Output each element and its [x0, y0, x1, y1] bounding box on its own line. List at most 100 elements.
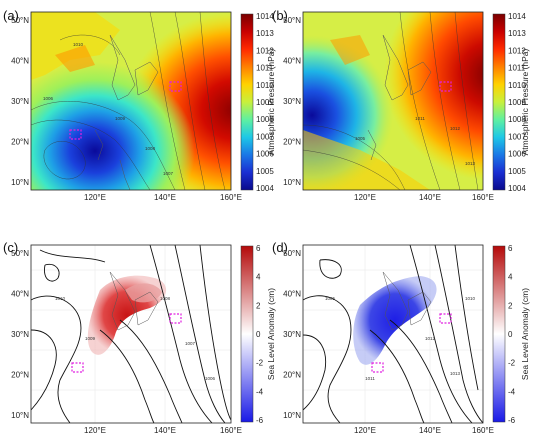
colorbar-tick-b: 1004: [508, 184, 526, 193]
lat-tick-b: 10°N: [283, 178, 301, 187]
lat-tick-b: 30°N: [283, 97, 301, 106]
colorbar-tick-b: 1012: [508, 46, 526, 55]
contour-label: 1013: [450, 371, 461, 376]
colorbar-tick-c: 0: [256, 330, 261, 339]
panel-label-b: (b): [272, 8, 288, 23]
contour-label: 1007: [185, 341, 196, 346]
lat-tick-d: 10°N: [283, 411, 301, 420]
colorbar-tick-c: -2: [256, 359, 264, 368]
contour-label: 1008: [145, 146, 156, 151]
colorbar-tick-b: 1011: [508, 64, 526, 73]
colorbar-tick-d: -4: [508, 387, 516, 396]
panel-label-c: (c): [3, 240, 18, 255]
colorbar-tick-a: 1009: [256, 98, 274, 107]
colorbar-tick-c: 2: [256, 301, 261, 310]
panel-a: [30, 11, 232, 191]
colorbar-tick-d: 6: [508, 244, 513, 253]
lat-tick-c: 10°N: [11, 411, 29, 420]
colorbar-tick-a: 1005: [256, 167, 274, 176]
colorbar-tick-b: 1005: [508, 167, 526, 176]
colorbar-tick-a: 1008: [256, 115, 274, 124]
colorbar-tick-d: 0: [508, 330, 513, 339]
lon-tick-d: 120°E: [354, 426, 376, 435]
colorbar-tick-a: 1013: [256, 29, 274, 38]
colorbar-title-b: Atmospheric Pressure (hPa): [520, 48, 530, 155]
lat-tick-a: 30°N: [11, 97, 29, 106]
colorbar-tick-b: 1013: [508, 29, 526, 38]
colorbar-tick-b: 1009: [508, 98, 526, 107]
colorbar-tick-d: 2: [508, 301, 513, 310]
lon-tick-b: 120°E: [354, 193, 376, 202]
colorbar-tick-d: -6: [508, 416, 516, 425]
contour-label: 1005: [325, 296, 336, 301]
colorbar-tick-a: 1006: [256, 150, 274, 159]
lon-tick-d: 140°E: [419, 426, 441, 435]
contour-label: 1012: [425, 336, 436, 341]
lat-tick-c: 50°N: [11, 249, 29, 258]
lon-tick-d: 160°E: [472, 426, 494, 435]
contour-label: 1006: [43, 96, 54, 101]
lon-tick-a: 140°E: [154, 193, 176, 202]
colorbar-tick-b: 1006: [508, 150, 526, 159]
colorbar-tick-a: 1007: [256, 132, 274, 141]
colorbar-title-c: Sea Level Anomaly (cm): [266, 288, 276, 380]
lat-tick-c: 20°N: [11, 371, 29, 380]
lat-tick-d: 50°N: [283, 249, 301, 258]
contour-label: 1011: [415, 116, 425, 121]
contour-label: 1010: [55, 296, 66, 301]
colorbar-tick-b: 1014: [508, 12, 526, 21]
lon-tick-c: 160°E: [220, 426, 242, 435]
contour-label: 1010: [73, 42, 84, 47]
panel-d: [302, 244, 484, 424]
panel-label-d: (d): [272, 240, 288, 255]
pressure-colorbar-b: [492, 13, 506, 191]
colorbar-tick-d: 4: [508, 273, 513, 282]
lon-tick-a: 120°E: [84, 193, 106, 202]
lat-tick-b: 50°N: [283, 16, 301, 25]
contour-label: 1006: [205, 376, 216, 381]
colorbar-tick-c: 4: [256, 273, 261, 282]
colorbar-tick-c: -6: [256, 416, 264, 425]
panel-b: [302, 11, 484, 191]
panel-c: [30, 244, 232, 424]
lat-tick-b: 40°N: [283, 57, 301, 66]
lat-tick-a: 20°N: [11, 138, 29, 147]
contour-label: 1013: [465, 161, 476, 166]
lat-tick-d: 30°N: [283, 330, 301, 339]
lat-tick-d: 20°N: [283, 371, 301, 380]
colorbar-tick-b: 1010: [508, 81, 526, 90]
lon-tick-b: 140°E: [419, 193, 441, 202]
colorbar-title-a: Atmospheric Pressure (hPa): [266, 48, 276, 155]
colorbar-tick-b: 1008: [508, 115, 526, 124]
colorbar-tick-a: 1011: [256, 64, 274, 73]
lat-tick-a: 40°N: [11, 57, 29, 66]
lon-tick-b: 160°E: [472, 193, 494, 202]
colorbar-tick-a: 1014: [256, 12, 274, 21]
lon-tick-a: 160°E: [220, 193, 242, 202]
contour-label: 1008: [160, 296, 171, 301]
panel-label-a: (a): [3, 8, 19, 23]
colorbar-tick-c: 6: [256, 244, 261, 253]
contour-label: 1007: [163, 171, 174, 176]
lon-tick-c: 140°E: [154, 426, 176, 435]
lon-tick-c: 120°E: [84, 426, 106, 435]
lat-tick-a: 50°N: [11, 16, 29, 25]
lat-tick-a: 10°N: [11, 178, 29, 187]
pressure-colorbar-a: [240, 13, 254, 191]
lat-tick-c: 40°N: [11, 290, 29, 299]
sla-colorbar-d: [492, 245, 506, 423]
colorbar-tick-b: 1007: [508, 132, 526, 141]
colorbar-tick-c: -4: [256, 387, 264, 396]
sla-colorbar-c: [240, 245, 254, 423]
lat-tick-b: 20°N: [283, 138, 301, 147]
colorbar-title-d: Sea Level Anomaly (cm): [520, 288, 530, 380]
colorbar-tick-d: -2: [508, 359, 516, 368]
colorbar-tick-a: 1012: [256, 46, 274, 55]
contour-label: 1005: [355, 136, 366, 141]
contour-label: 1011: [365, 376, 375, 381]
contour-label: 1010: [465, 296, 476, 301]
colorbar-tick-a: 1004: [256, 184, 274, 193]
contour-label: 1012: [450, 126, 461, 131]
contour-label: 1009: [115, 116, 126, 121]
